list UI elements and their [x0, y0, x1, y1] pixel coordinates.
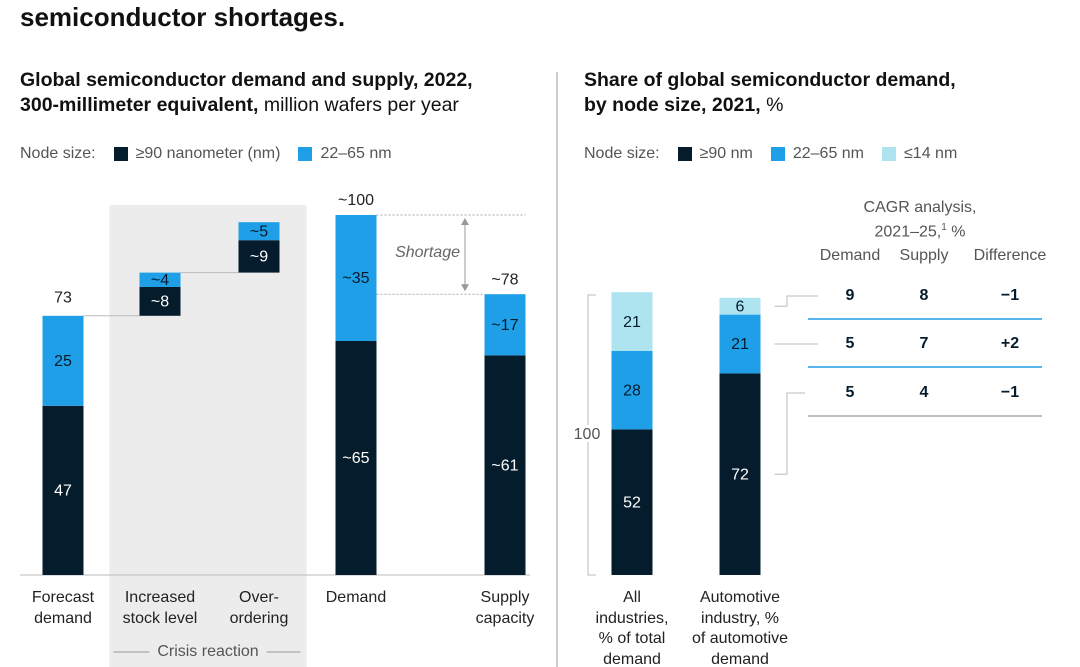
bar-segment	[238, 240, 280, 273]
group-label: Crisis reaction	[157, 643, 258, 660]
legend-title: Node size:	[584, 145, 660, 162]
value-label: ~5	[250, 223, 268, 240]
title-units: %	[766, 94, 784, 116]
value-label: 28	[623, 382, 641, 399]
value-label: 47	[54, 483, 72, 500]
bar-segment	[238, 222, 280, 241]
table-cell: 5	[846, 384, 855, 401]
table-cell: 4	[920, 384, 929, 401]
total-label: ~78	[491, 271, 518, 288]
bar-segment	[42, 405, 84, 575]
table-cell: 8	[920, 287, 929, 304]
column-header: Difference	[974, 247, 1047, 264]
legend-swatch	[113, 147, 128, 161]
x-tick-label: Increased stock level	[122, 589, 198, 627]
legend-swatch	[882, 147, 897, 161]
legend-label: 22–65 nm	[792, 145, 865, 162]
legend: Node size: ≥90 nm 22–65 nm ≤14 nm	[584, 145, 957, 163]
total-label: ~100	[338, 192, 374, 209]
table-cell: 5	[846, 335, 855, 352]
value-label: ~61	[491, 457, 518, 474]
chart-title: Global semiconductor demand and supply, …	[20, 68, 473, 118]
bar-segment	[139, 272, 181, 287]
bar-segment	[611, 351, 653, 430]
legend-swatch	[677, 147, 692, 161]
value-label: 52	[623, 494, 641, 511]
value-label: 25	[54, 353, 72, 370]
bar-segment	[719, 373, 761, 575]
table-cell: −1	[1001, 384, 1019, 401]
table-units: %	[951, 223, 966, 241]
table-title-text: CAGR analysis, 2021–25,	[863, 199, 977, 241]
legend: Node size: ≥90 nanometer (nm) 22–65 nm	[20, 145, 392, 163]
legend-label: ≥90 nm	[699, 145, 753, 162]
chart-title: Share of global semiconductor demand, by…	[584, 68, 956, 118]
title-main: Share of global semiconductor demand, by…	[584, 69, 956, 116]
x-tick-label: All industries, % of total demand	[595, 589, 669, 667]
x-tick-label: Automotive industry, % of automotive dem…	[691, 589, 789, 667]
value-label: 6	[736, 298, 745, 315]
x-tick-label: Demand	[325, 589, 387, 606]
bracket	[587, 294, 596, 576]
column-header: Supply	[900, 247, 949, 264]
value-label: ~35	[342, 270, 369, 287]
arrow-head	[461, 284, 469, 292]
x-tick-label: Over- ordering	[229, 589, 289, 627]
footnote: 1	[941, 222, 947, 233]
legend-label: ≥90 nanometer (nm)	[135, 145, 281, 162]
legend-swatch	[770, 147, 785, 161]
bar-segment	[719, 314, 761, 374]
value-label: ~65	[342, 450, 369, 467]
bar-segment	[484, 294, 526, 356]
value-label: 21	[623, 314, 641, 331]
page-title: semiconductor shortages.	[20, 2, 346, 32]
legend-label: 22–65 nm	[320, 145, 392, 162]
title-units: million wafers per year	[263, 94, 459, 116]
legend-swatch	[298, 147, 313, 161]
legend-title: Node size:	[20, 145, 96, 162]
x-tick-label: Supply capacity	[475, 589, 535, 627]
value-label: 72	[731, 466, 749, 483]
bar-segment	[335, 215, 377, 341]
connector	[774, 295, 818, 307]
bar-segment	[611, 292, 653, 351]
value-label: ~4	[151, 272, 169, 289]
table-title: CAGR analysis, 2021–25,1 %	[820, 198, 1020, 242]
value-label: ~8	[151, 294, 169, 311]
title-main: Global semiconductor demand and supply, …	[20, 69, 473, 116]
value-label: ~17	[491, 317, 518, 334]
connector	[774, 392, 805, 475]
table-cell: −1	[1001, 287, 1019, 304]
value-label: 21	[731, 336, 749, 353]
value-label: ~9	[250, 249, 268, 266]
bar-segment	[611, 429, 653, 575]
legend-label: ≤14 nm	[904, 145, 958, 162]
table-cell: 7	[920, 335, 929, 352]
total-label: 73	[54, 289, 72, 306]
table-cell: 9	[846, 287, 855, 304]
column-header: Demand	[820, 247, 880, 264]
bracket-label: 100	[574, 426, 601, 443]
bar-segment	[139, 287, 181, 316]
bar-segment	[42, 315, 84, 406]
bar-segment	[335, 341, 377, 575]
annotation: Shortage	[395, 244, 460, 261]
table-cell: +2	[1001, 335, 1019, 352]
bar-segment	[719, 297, 761, 315]
arrow-head	[461, 218, 469, 225]
bar-segment	[484, 355, 526, 575]
x-tick-label: Forecast demand	[31, 589, 95, 627]
